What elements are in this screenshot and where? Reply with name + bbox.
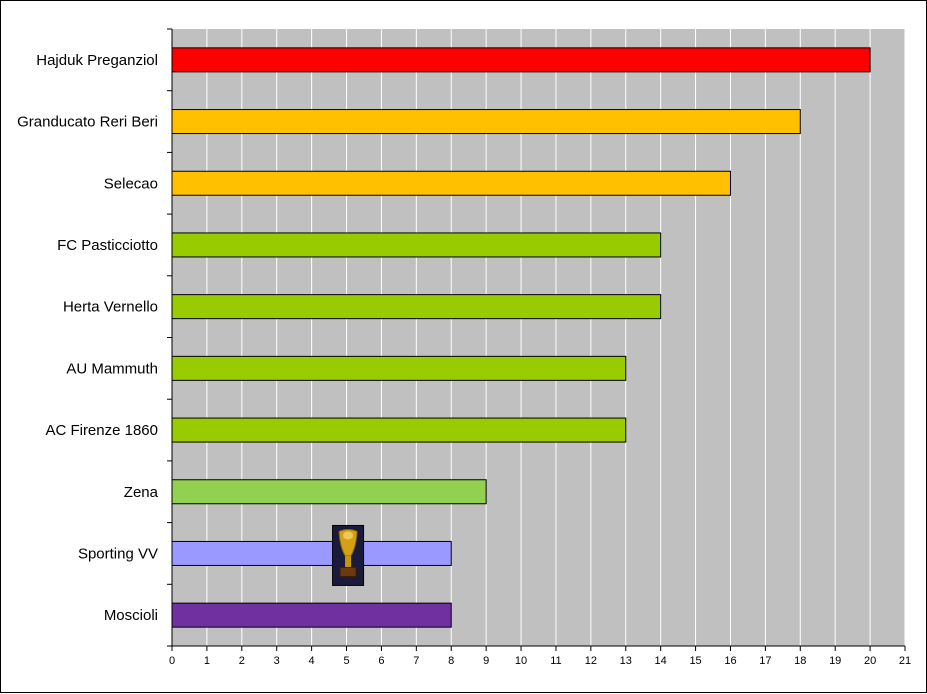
x-tick-label: 2: [239, 655, 245, 667]
category-label: Zena: [124, 484, 159, 501]
x-tick-label: 4: [309, 655, 315, 667]
category-label: Granducato Reri Beri: [17, 114, 158, 131]
x-tick-label: 12: [585, 655, 597, 667]
bar-zena: [171, 479, 487, 505]
x-tick-label: 17: [759, 655, 771, 667]
x-tick-label: 6: [378, 655, 384, 667]
x-tick-label: 0: [169, 655, 175, 667]
trophy-icon-base: [339, 566, 357, 577]
x-tick-label: 16: [724, 655, 736, 667]
category-label: AC Firenze 1860: [45, 422, 158, 439]
x-tick-label: 1: [204, 655, 210, 667]
x-tick-label: 20: [864, 655, 876, 667]
x-tick-label: 19: [829, 655, 841, 667]
bar-hajduk-preganziol: [171, 47, 871, 73]
bar-herta-vernello: [171, 294, 662, 320]
bar-fc-pasticciotto: [171, 232, 662, 258]
x-tick-label: 5: [343, 655, 349, 667]
x-tick-label: 10: [515, 655, 527, 667]
x-tick-label: 21: [899, 655, 911, 667]
bar-granducato-reri-beri: [171, 109, 801, 135]
axes: 0 1 2 3 4 5 6 7 8 9 10 11 12 13 14 15 16 17 18 19 20 21: [167, 28, 911, 667]
trophy-icon-stem: [345, 555, 352, 568]
trophy-icon: [332, 524, 365, 586]
category-label: Selecao: [104, 175, 158, 192]
x-tick-label: 18: [794, 655, 806, 667]
bar-au-mammuth: [171, 355, 627, 381]
x-tick-label: 13: [620, 655, 632, 667]
category-label: AU Mammuth: [66, 360, 158, 377]
x-tick-label: 9: [483, 655, 489, 667]
bar-selecao: [171, 170, 731, 196]
bar-moscioli: [171, 602, 452, 628]
category-label: Moscioli: [104, 607, 158, 624]
category-label: Hajduk Preganziol: [36, 52, 158, 69]
x-tick-label: 15: [689, 655, 701, 667]
category-labels: Hajduk Preganziol Granducato Reri Beri Sel…: [17, 52, 159, 624]
bar-ac-firenze-1860: [171, 417, 627, 443]
bars-group: [171, 47, 871, 628]
x-tick-label: 8: [448, 655, 454, 667]
x-tick-label: 14: [655, 655, 667, 667]
category-label: Herta Vernello: [63, 299, 158, 316]
x-tick-label: 7: [413, 655, 419, 667]
category-label: Sporting VV: [78, 545, 158, 562]
x-tick-label: 11: [550, 655, 561, 667]
bar-sporting-vv: [171, 540, 452, 566]
trophy-icon-shine: [343, 531, 354, 540]
category-label: FC Pasticciotto: [57, 237, 158, 254]
x-tick-label: 3: [274, 655, 280, 667]
